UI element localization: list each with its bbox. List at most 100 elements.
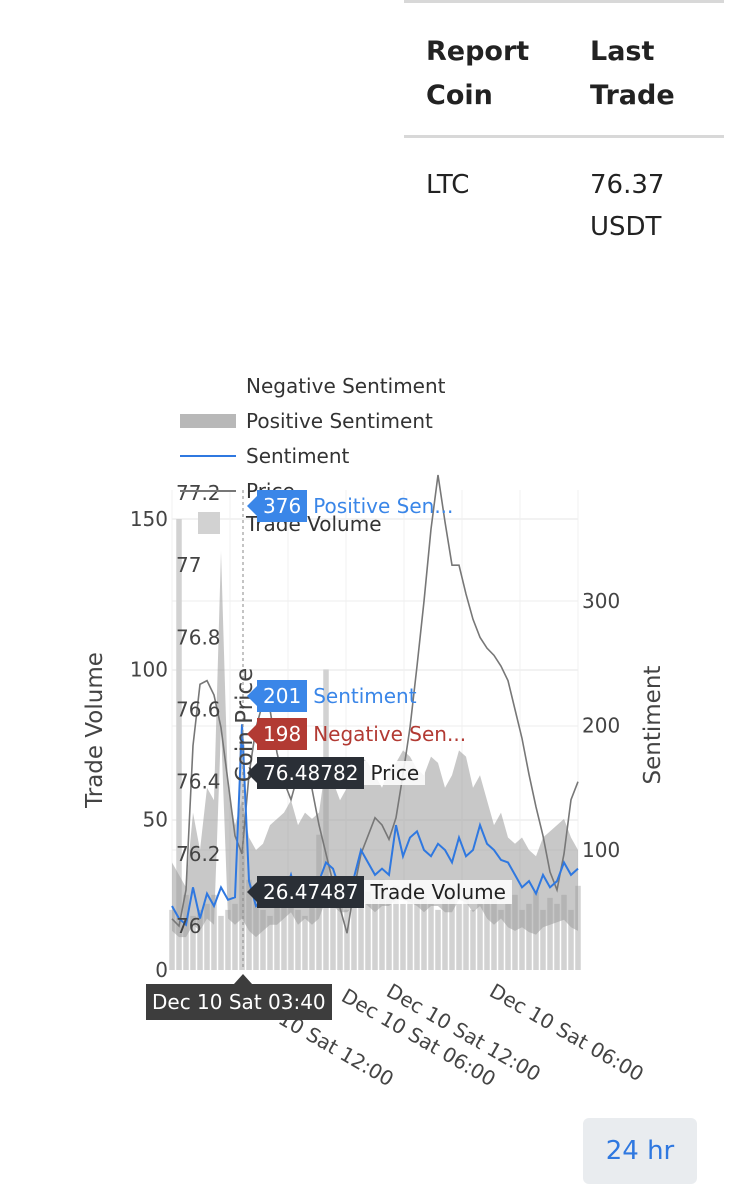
y-sentiment-title: Sentiment [640, 666, 666, 785]
y-price-tick-3: 76.6 [176, 698, 221, 722]
trade-volume-bar-8 [225, 909, 231, 970]
y-volume-tick-1: 50 [143, 808, 168, 832]
tooltip-price-label: Price [364, 761, 426, 785]
y-price-tick-0: 76 [176, 914, 201, 938]
tooltip-trade-volume: 26.47487 Trade Volume [246, 876, 512, 908]
trade-volume-bar-1 [176, 519, 182, 970]
trade-volume-bar-32 [393, 885, 399, 970]
trade-volume-bar-49 [512, 894, 518, 970]
tooltip-price: 76.48782 Price [246, 757, 426, 789]
y-volume-tick-0: 0 [155, 958, 168, 982]
trade-volume-bar-30 [379, 879, 385, 970]
trade-volume-bar-53 [540, 909, 546, 970]
tooltip-price-value: 76.48782 [246, 757, 365, 789]
trade-volume-bar-16 [281, 894, 287, 970]
tooltip-x-value: Dec 10 Sat 03:40 [146, 974, 332, 1020]
tooltip-positive-sentiment: 376 Positive Sen... [246, 490, 454, 522]
tooltip-volume-value: 26.47487 [246, 876, 365, 908]
y-volume-tick-2: 100 [130, 657, 168, 681]
sentiment-line [171, 724, 579, 927]
y-sentiment-tick-0: 100 [582, 838, 620, 862]
trade-volume-bar-31 [386, 894, 392, 970]
trade-volume-bar-38 [435, 909, 441, 970]
trade-volume-bar-19 [302, 915, 308, 970]
table-top-border [404, 0, 724, 3]
trade-volume-bar-13 [260, 909, 266, 970]
chart-plot-area [169, 474, 581, 970]
trade-volume-bar-36 [421, 894, 427, 970]
trade-volume-bar-0 [169, 909, 175, 970]
tooltip-negative-sentiment: 198 Negative Sen... [246, 718, 467, 750]
trade-volume-bar-4 [197, 909, 203, 970]
chart-legend[interactable]: Negative Sentiment Positive Sentiment Sent… [180, 374, 446, 536]
legend-item-1[interactable]: Positive Sentiment [180, 409, 433, 433]
trade-volume-bar-55 [554, 903, 560, 970]
tooltip-positive-value: 376 [246, 490, 308, 522]
range-24hr-button[interactable]: 24 hr [583, 1118, 697, 1184]
trade-volume-bar-33 [400, 903, 406, 970]
trade-volume-bar-24 [337, 894, 343, 970]
y-sentiment-tick-1: 200 [582, 714, 620, 738]
header-last-trade: Last Trade [590, 36, 675, 111]
trade-volume-bar-14 [267, 915, 273, 970]
legend-label-0: Negative Sentiment [246, 374, 446, 398]
trade-volume-bar-9 [232, 903, 238, 970]
trade-volume-bar-48 [505, 903, 511, 970]
price-line [171, 474, 579, 934]
trade-volume-bar-57 [568, 909, 574, 970]
trade-volume-bar-41 [456, 903, 462, 970]
y-price-tick-1: 76.2 [176, 842, 221, 866]
trade-volume-bar-37 [428, 903, 434, 970]
trade-volume-bar-43 [470, 909, 476, 970]
trade-volume-bar-20 [309, 894, 315, 970]
legend-item-2[interactable]: Sentiment [180, 444, 350, 468]
legend-item-0[interactable]: Negative Sentiment [246, 374, 446, 398]
trade-volume-bar-44 [477, 903, 483, 970]
y-price-tick-4: 76.8 [176, 625, 221, 649]
trade-volume-bar-45 [484, 897, 490, 970]
trade-volume-bar-34 [407, 891, 413, 970]
trade-volume-bar-50 [519, 909, 525, 970]
legend-label-2: Sentiment [246, 444, 350, 468]
trade-volume-bar-28 [365, 891, 371, 970]
legend-swatch-1 [180, 414, 236, 428]
trade-volume-bar-42 [463, 894, 469, 970]
trade-volume-bar-26 [351, 885, 357, 970]
tooltip-negative-value: 198 [246, 718, 308, 750]
trade-volume-bar-17 [288, 903, 294, 970]
trade-volume-bar-40 [449, 885, 455, 970]
trade-volume-bar-6 [211, 894, 217, 970]
table-header-divider [404, 135, 724, 138]
tooltip-positive-label: Positive Sen... [313, 494, 454, 518]
legend-label-1: Positive Sentiment [246, 409, 433, 433]
trade-volume-bar-5 [204, 903, 210, 970]
trade-volume-bar-15 [274, 885, 280, 970]
trade-volume-bar-7 [218, 915, 224, 970]
trade-volume-bar-3 [190, 915, 196, 970]
tooltip-negative-label: Negative Sen... [313, 722, 467, 746]
header-report-coin: Report Coin [426, 36, 530, 111]
trade-volume-bar-39 [442, 897, 448, 970]
trade-volume-bar-51 [526, 903, 532, 970]
trade-volume-bar-54 [547, 897, 553, 970]
trade-volume-bar-29 [372, 897, 378, 970]
tooltip-sentiment-value: 201 [246, 680, 308, 712]
trade-volume-bar-27 [358, 903, 364, 970]
y-volume-title: Trade Volume [82, 652, 108, 809]
trade-volume-bar-56 [561, 894, 567, 970]
y-price-tick-6: 77.2 [176, 481, 221, 505]
y-sentiment-tick-2: 300 [582, 589, 620, 613]
tooltip-sentiment: 201 Sentiment [246, 680, 417, 712]
cell-coin: LTC [426, 170, 470, 200]
cell-last-trade: 76.37 USDT [590, 170, 665, 242]
trade-volume-bar-23 [330, 879, 336, 970]
trade-volume-bar-18 [295, 909, 301, 970]
y-price-tick-5: 77 [176, 553, 201, 577]
report-table: Report Coin Last Trade LTC 76.37 USDT [404, 0, 724, 260]
tooltip-sentiment-label: Sentiment [313, 684, 417, 708]
trade-volume-bar-46 [491, 891, 497, 970]
tooltip-volume-label: Trade Volume [364, 880, 512, 904]
legend-swatch-4 [198, 512, 220, 534]
trade-volume-bar-25 [344, 909, 350, 970]
trade-volume-bar-47 [498, 909, 504, 970]
